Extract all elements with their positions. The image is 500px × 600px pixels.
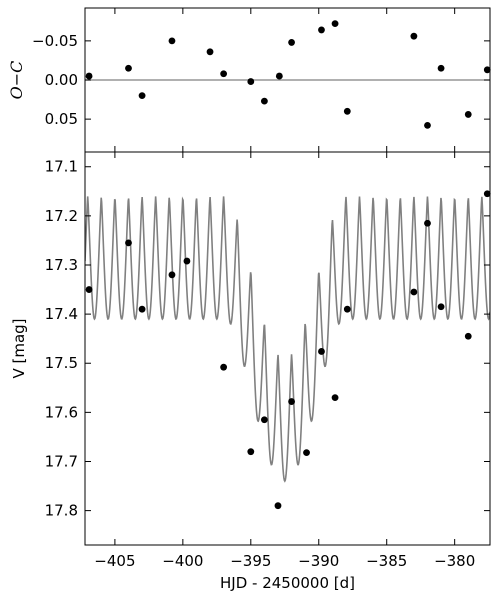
- y-tick-label: 17.1: [45, 158, 78, 176]
- x-tick-label: −400: [162, 552, 203, 570]
- light-curve-panel: −405 −400 −395 −390 −385 −380 17.1 17.2 17.3 17.4…: [10, 151, 491, 592]
- data-point: [260, 97, 268, 105]
- y-tick-label: 17.8: [45, 502, 78, 520]
- data-point: [437, 64, 445, 72]
- data-point: [318, 26, 325, 34]
- y-tick-label: 0.05: [45, 110, 78, 128]
- y-tick-label: 17.5: [45, 354, 78, 372]
- data-point: [260, 416, 268, 424]
- data-point: [331, 394, 339, 402]
- y-axis-label: O−C: [7, 61, 26, 100]
- x-axis-label: HJD - 2450000 [d]: [220, 574, 355, 592]
- y-tick-label: 0.00: [45, 71, 78, 89]
- y-tick-label: 17.7: [45, 452, 78, 470]
- data-point: [274, 502, 282, 510]
- y-tick-label: 17.3: [45, 256, 78, 274]
- data-point: [220, 70, 228, 78]
- x-tick-label: −380: [434, 552, 475, 570]
- y-axis-label: V [mag]: [10, 318, 28, 378]
- data-point: [343, 305, 351, 313]
- y-tick-label: 17.4: [45, 305, 78, 323]
- data-point: [483, 66, 491, 74]
- axes-frame: [84, 151, 491, 546]
- data-point: [85, 72, 93, 80]
- data-point: [138, 305, 146, 313]
- data-point: [303, 449, 310, 457]
- data-point: [483, 190, 491, 198]
- data-point: [318, 348, 325, 355]
- x-tick-label: −390: [298, 552, 339, 570]
- oc-panel: −0.05 0.00 0.05 O−C: [7, 7, 491, 153]
- data-point: [125, 239, 132, 247]
- data-point: [464, 332, 472, 340]
- data-point: [247, 78, 255, 85]
- data-point: [410, 32, 418, 40]
- y-tick-label: 17.2: [45, 207, 78, 225]
- x-tick-label: −385: [366, 552, 407, 570]
- data-point: [85, 286, 93, 293]
- data-point: [138, 92, 146, 100]
- data-point: [331, 20, 339, 28]
- data-point: [464, 111, 472, 118]
- data-point: [410, 288, 418, 296]
- data-point: [168, 271, 176, 279]
- data-point: [424, 121, 431, 129]
- data-point: [220, 363, 228, 371]
- x-tick-label: −395: [230, 552, 271, 570]
- x-tick-label: −405: [94, 552, 135, 570]
- data-point: [183, 257, 191, 265]
- data-point: [343, 107, 351, 115]
- data-point: [247, 448, 255, 456]
- data-point: [437, 303, 445, 311]
- data-point: [424, 219, 431, 227]
- data-point: [275, 72, 283, 80]
- data-point: [125, 64, 132, 72]
- model-curve: [85, 196, 490, 483]
- y-tick-label: 17.6: [45, 403, 78, 421]
- data-point: [206, 48, 214, 56]
- data-point: [168, 37, 176, 45]
- y-tick-label: −0.05: [32, 32, 78, 50]
- data-point: [288, 39, 295, 46]
- data-point: [288, 398, 295, 405]
